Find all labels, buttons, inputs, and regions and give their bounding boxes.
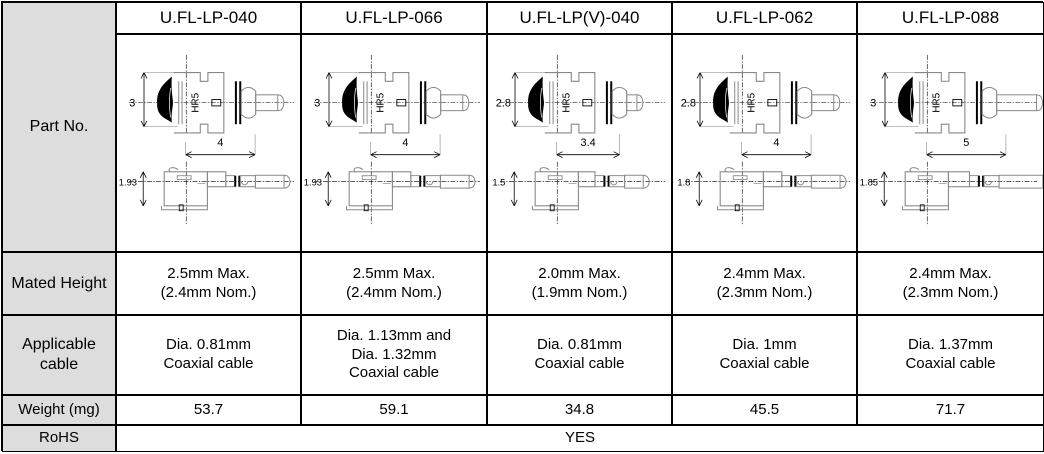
svg-text:3: 3	[314, 98, 320, 110]
svg-text:2.8: 2.8	[681, 98, 696, 110]
svg-text:1.93: 1.93	[119, 177, 137, 188]
svg-text:4: 4	[773, 137, 779, 149]
svg-text:3.4: 3.4	[581, 137, 596, 149]
svg-text:1.5: 1.5	[492, 177, 505, 188]
svg-text:1.8: 1.8	[677, 177, 690, 188]
svg-text:3: 3	[129, 98, 135, 110]
svg-text:HR5: HR5	[932, 92, 943, 112]
svg-text:2.8: 2.8	[496, 98, 511, 110]
svg-text:1.93: 1.93	[304, 177, 322, 188]
svg-text:HR5: HR5	[191, 92, 202, 112]
svg-text:5: 5	[963, 137, 969, 149]
svg-text:1.85: 1.85	[860, 177, 878, 188]
svg-text:HR5: HR5	[376, 92, 387, 112]
svg-text:4: 4	[402, 137, 408, 149]
svg-text:4: 4	[217, 137, 223, 149]
svg-text:HR5: HR5	[747, 92, 758, 112]
svg-text:3: 3	[870, 98, 876, 110]
svg-text:HR5: HR5	[562, 92, 573, 112]
